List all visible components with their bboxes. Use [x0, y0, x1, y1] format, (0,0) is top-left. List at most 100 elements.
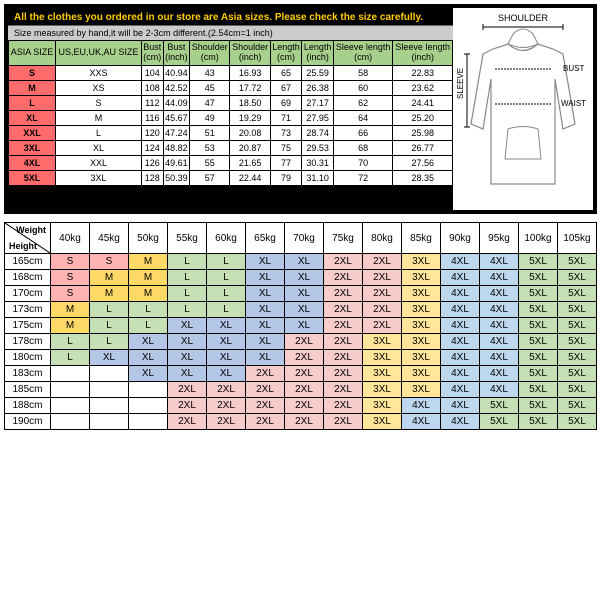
- size-recommendation-cell: 2XL: [363, 254, 402, 270]
- size-recommendation-cell: 5XL: [519, 318, 558, 334]
- size-recommendation-cell: 4XL: [441, 334, 480, 350]
- size-cell: XL: [56, 140, 142, 155]
- size-recommendation-cell: M: [129, 254, 168, 270]
- size-recommendation-cell: XL: [285, 318, 324, 334]
- size-recommendation-cell: M: [129, 286, 168, 302]
- size-cell: 31.10: [302, 170, 334, 185]
- size-recommendation-cell: XL: [129, 366, 168, 382]
- size-cell: 64: [333, 110, 393, 125]
- size-recommendation-cell: L: [207, 286, 246, 302]
- size-recommendation-cell: 5XL: [558, 318, 597, 334]
- size-cell: 72: [333, 170, 393, 185]
- size-recommendation-cell: XL: [246, 270, 285, 286]
- size-recommendation-cell: 4XL: [402, 414, 441, 430]
- size-recommendation-cell: 2XL: [324, 286, 363, 302]
- size-cell: 44.09: [163, 95, 189, 110]
- top-panel: All the clothes you ordered in our store…: [4, 4, 597, 214]
- size-cell: S: [9, 65, 56, 80]
- weight-label: Weight: [16, 225, 46, 235]
- size-cell: 47.24: [163, 125, 189, 140]
- size-cell: 79: [270, 170, 302, 185]
- size-recommendation-cell: L: [168, 302, 207, 318]
- size-recommendation-cell: XL: [207, 318, 246, 334]
- size-recommendation-cell: 5XL: [519, 414, 558, 430]
- height-cell: 188cm: [5, 398, 51, 414]
- size-recommendation-cell: 4XL: [441, 254, 480, 270]
- size-recommendation-cell: 4XL: [441, 270, 480, 286]
- size-recommendation-cell: 4XL: [441, 318, 480, 334]
- height-cell: 180cm: [5, 350, 51, 366]
- height-cell: 178cm: [5, 334, 51, 350]
- size-cell: 49: [190, 110, 230, 125]
- size-recommendation-cell: XL: [207, 366, 246, 382]
- size-recommendation-cell: 2XL: [324, 334, 363, 350]
- size-recommendation-cell: [90, 414, 129, 430]
- size-recommendation-cell: 5XL: [558, 334, 597, 350]
- size-cell: 120: [141, 125, 163, 140]
- size-recommendation-cell: 4XL: [480, 254, 519, 270]
- size-recommendation-cell: S: [51, 286, 90, 302]
- size-cell: 5XL: [9, 170, 56, 185]
- size-recommendation-cell: 2XL: [285, 366, 324, 382]
- weight-header: 85kg: [402, 223, 441, 254]
- size-recommendation-cell: 2XL: [324, 302, 363, 318]
- size-cell: 25.98: [393, 125, 453, 140]
- size-cell: 73: [270, 125, 302, 140]
- height-cell: 190cm: [5, 414, 51, 430]
- sleeve-label: SLEEVE: [456, 68, 465, 99]
- size-cell: 27.17: [302, 95, 334, 110]
- size-cell: 40.94: [163, 65, 189, 80]
- size-recommendation-cell: 2XL: [285, 334, 324, 350]
- size-cell: 53: [190, 140, 230, 155]
- size-cell: L: [56, 125, 142, 140]
- size-header-cell: Length(inch): [302, 41, 334, 66]
- size-cell: 108: [141, 80, 163, 95]
- size-cell: 28.35: [393, 170, 453, 185]
- size-recommendation-cell: 5XL: [519, 286, 558, 302]
- size-recommendation-cell: 2XL: [363, 302, 402, 318]
- size-cell: 18.50: [230, 95, 270, 110]
- size-recommendation-cell: 5XL: [519, 334, 558, 350]
- size-recommendation-cell: 5XL: [558, 254, 597, 270]
- size-recommendation-cell: L: [51, 334, 90, 350]
- size-cell: 29.53: [302, 140, 334, 155]
- size-recommendation-cell: 4XL: [441, 414, 480, 430]
- size-header-cell: Shoulder(inch): [230, 41, 270, 66]
- weight-header: 60kg: [207, 223, 246, 254]
- size-recommendation-cell: 2XL: [324, 382, 363, 398]
- size-recommendation-cell: XL: [168, 350, 207, 366]
- size-recommendation-cell: L: [51, 350, 90, 366]
- size-cell: 112: [141, 95, 163, 110]
- size-recommendation-cell: M: [90, 286, 129, 302]
- size-cell: 43: [190, 65, 230, 80]
- size-cell: 47: [190, 95, 230, 110]
- size-recommendation-cell: XL: [168, 334, 207, 350]
- size-recommendation-cell: L: [168, 270, 207, 286]
- size-cell: 22.83: [393, 65, 453, 80]
- size-cell: 25.20: [393, 110, 453, 125]
- size-recommendation-cell: L: [207, 302, 246, 318]
- size-recommendation-cell: 5XL: [519, 254, 558, 270]
- size-recommendation-cell: XL: [246, 302, 285, 318]
- height-weight-table: Weight Height 40kg45kg50kg55kg60kg65kg70…: [4, 222, 597, 430]
- size-cell: 104: [141, 65, 163, 80]
- size-recommendation-cell: 4XL: [441, 382, 480, 398]
- size-recommendation-cell: L: [207, 270, 246, 286]
- height-cell: 173cm: [5, 302, 51, 318]
- size-recommendation-cell: M: [51, 302, 90, 318]
- weight-header: 90kg: [441, 223, 480, 254]
- height-cell: 168cm: [5, 270, 51, 286]
- size-recommendation-cell: 2XL: [285, 414, 324, 430]
- height-cell: 185cm: [5, 382, 51, 398]
- size-recommendation-cell: 2XL: [324, 270, 363, 286]
- size-recommendation-cell: 2XL: [207, 398, 246, 414]
- size-recommendation-cell: 5XL: [558, 398, 597, 414]
- size-recommendation-cell: 2XL: [324, 366, 363, 382]
- size-recommendation-cell: 2XL: [207, 414, 246, 430]
- size-cell: 126: [141, 155, 163, 170]
- size-cell: 69: [270, 95, 302, 110]
- size-recommendation-cell: 4XL: [480, 334, 519, 350]
- size-header-cell: US,EU,UK,AU SIZE: [56, 41, 142, 66]
- size-recommendation-cell: 2XL: [168, 398, 207, 414]
- size-recommendation-cell: 5XL: [558, 286, 597, 302]
